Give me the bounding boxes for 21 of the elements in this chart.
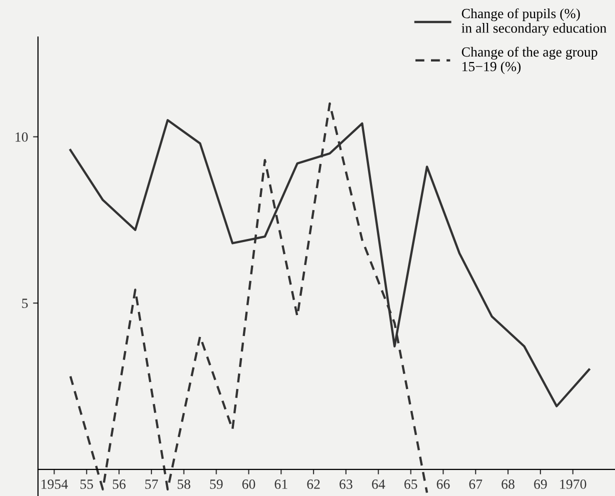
- x-tick-label: 61: [274, 480, 288, 489]
- x-tick-label: 59: [210, 480, 223, 489]
- legend-label: Change of pupils (%) in all secondary education: [462, 8, 606, 36]
- legend-label: Change of the age group 15−19 (%): [462, 46, 598, 74]
- x-tick-label: 1954: [42, 480, 68, 489]
- x-tick-label: 63: [340, 480, 352, 489]
- x-tick-label: 57: [145, 480, 158, 489]
- x-tick-label: 56: [112, 480, 126, 489]
- x-tick-label: 58: [178, 480, 190, 489]
- x-tick-label: 68: [502, 480, 514, 489]
- x-tick-label: 55: [80, 480, 94, 489]
- x-tick-label: 66: [436, 480, 450, 489]
- x-tick-label: 67: [469, 480, 482, 489]
- x-tick-label: 69: [534, 480, 547, 489]
- x-tick-label: 1970: [560, 480, 586, 489]
- y-tick-label: 5: [22, 298, 28, 308]
- x-tick-label: 60: [242, 480, 256, 489]
- x-tick-label: 65: [404, 480, 418, 489]
- x-tick-label: 62: [307, 480, 320, 489]
- y-tick-label: 10: [16, 132, 28, 142]
- x-tick-label: 64: [372, 480, 386, 489]
